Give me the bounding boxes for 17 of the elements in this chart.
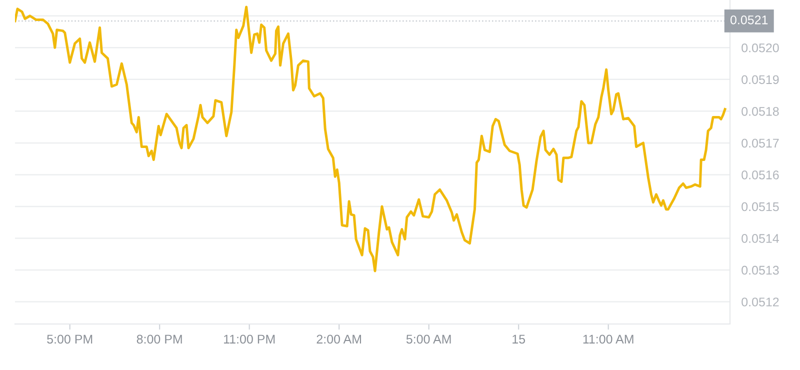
x-tick-label: 11:00 PM: [224, 334, 275, 344]
y-tick-label: 0.0512: [742, 298, 779, 306]
x-tick-label: 11:00 AM: [583, 334, 634, 344]
y-tick-label: 0.0514: [742, 234, 779, 243]
x-tick-label: 15: [512, 334, 526, 344]
y-tick-label: 0.0517: [742, 138, 779, 148]
x-tick-label: 5:00 AM: [406, 334, 451, 344]
y-tick-label: 0.0513: [742, 266, 779, 275]
ref-line-label: 0.0521: [730, 15, 768, 24]
x-tick-label: 8:00 PM: [136, 334, 182, 344]
x-tick-label: 2:00 AM: [316, 334, 361, 344]
y-tick-label: 0.0519: [742, 75, 779, 84]
y-tick-label: 0.0518: [742, 106, 779, 116]
x-tick-label: 5:00 PM: [47, 334, 92, 344]
y-tick-label: 0.0516: [742, 170, 779, 180]
y-tick-label: 0.0515: [742, 202, 779, 212]
y-tick-label: 0.0520: [742, 43, 779, 52]
